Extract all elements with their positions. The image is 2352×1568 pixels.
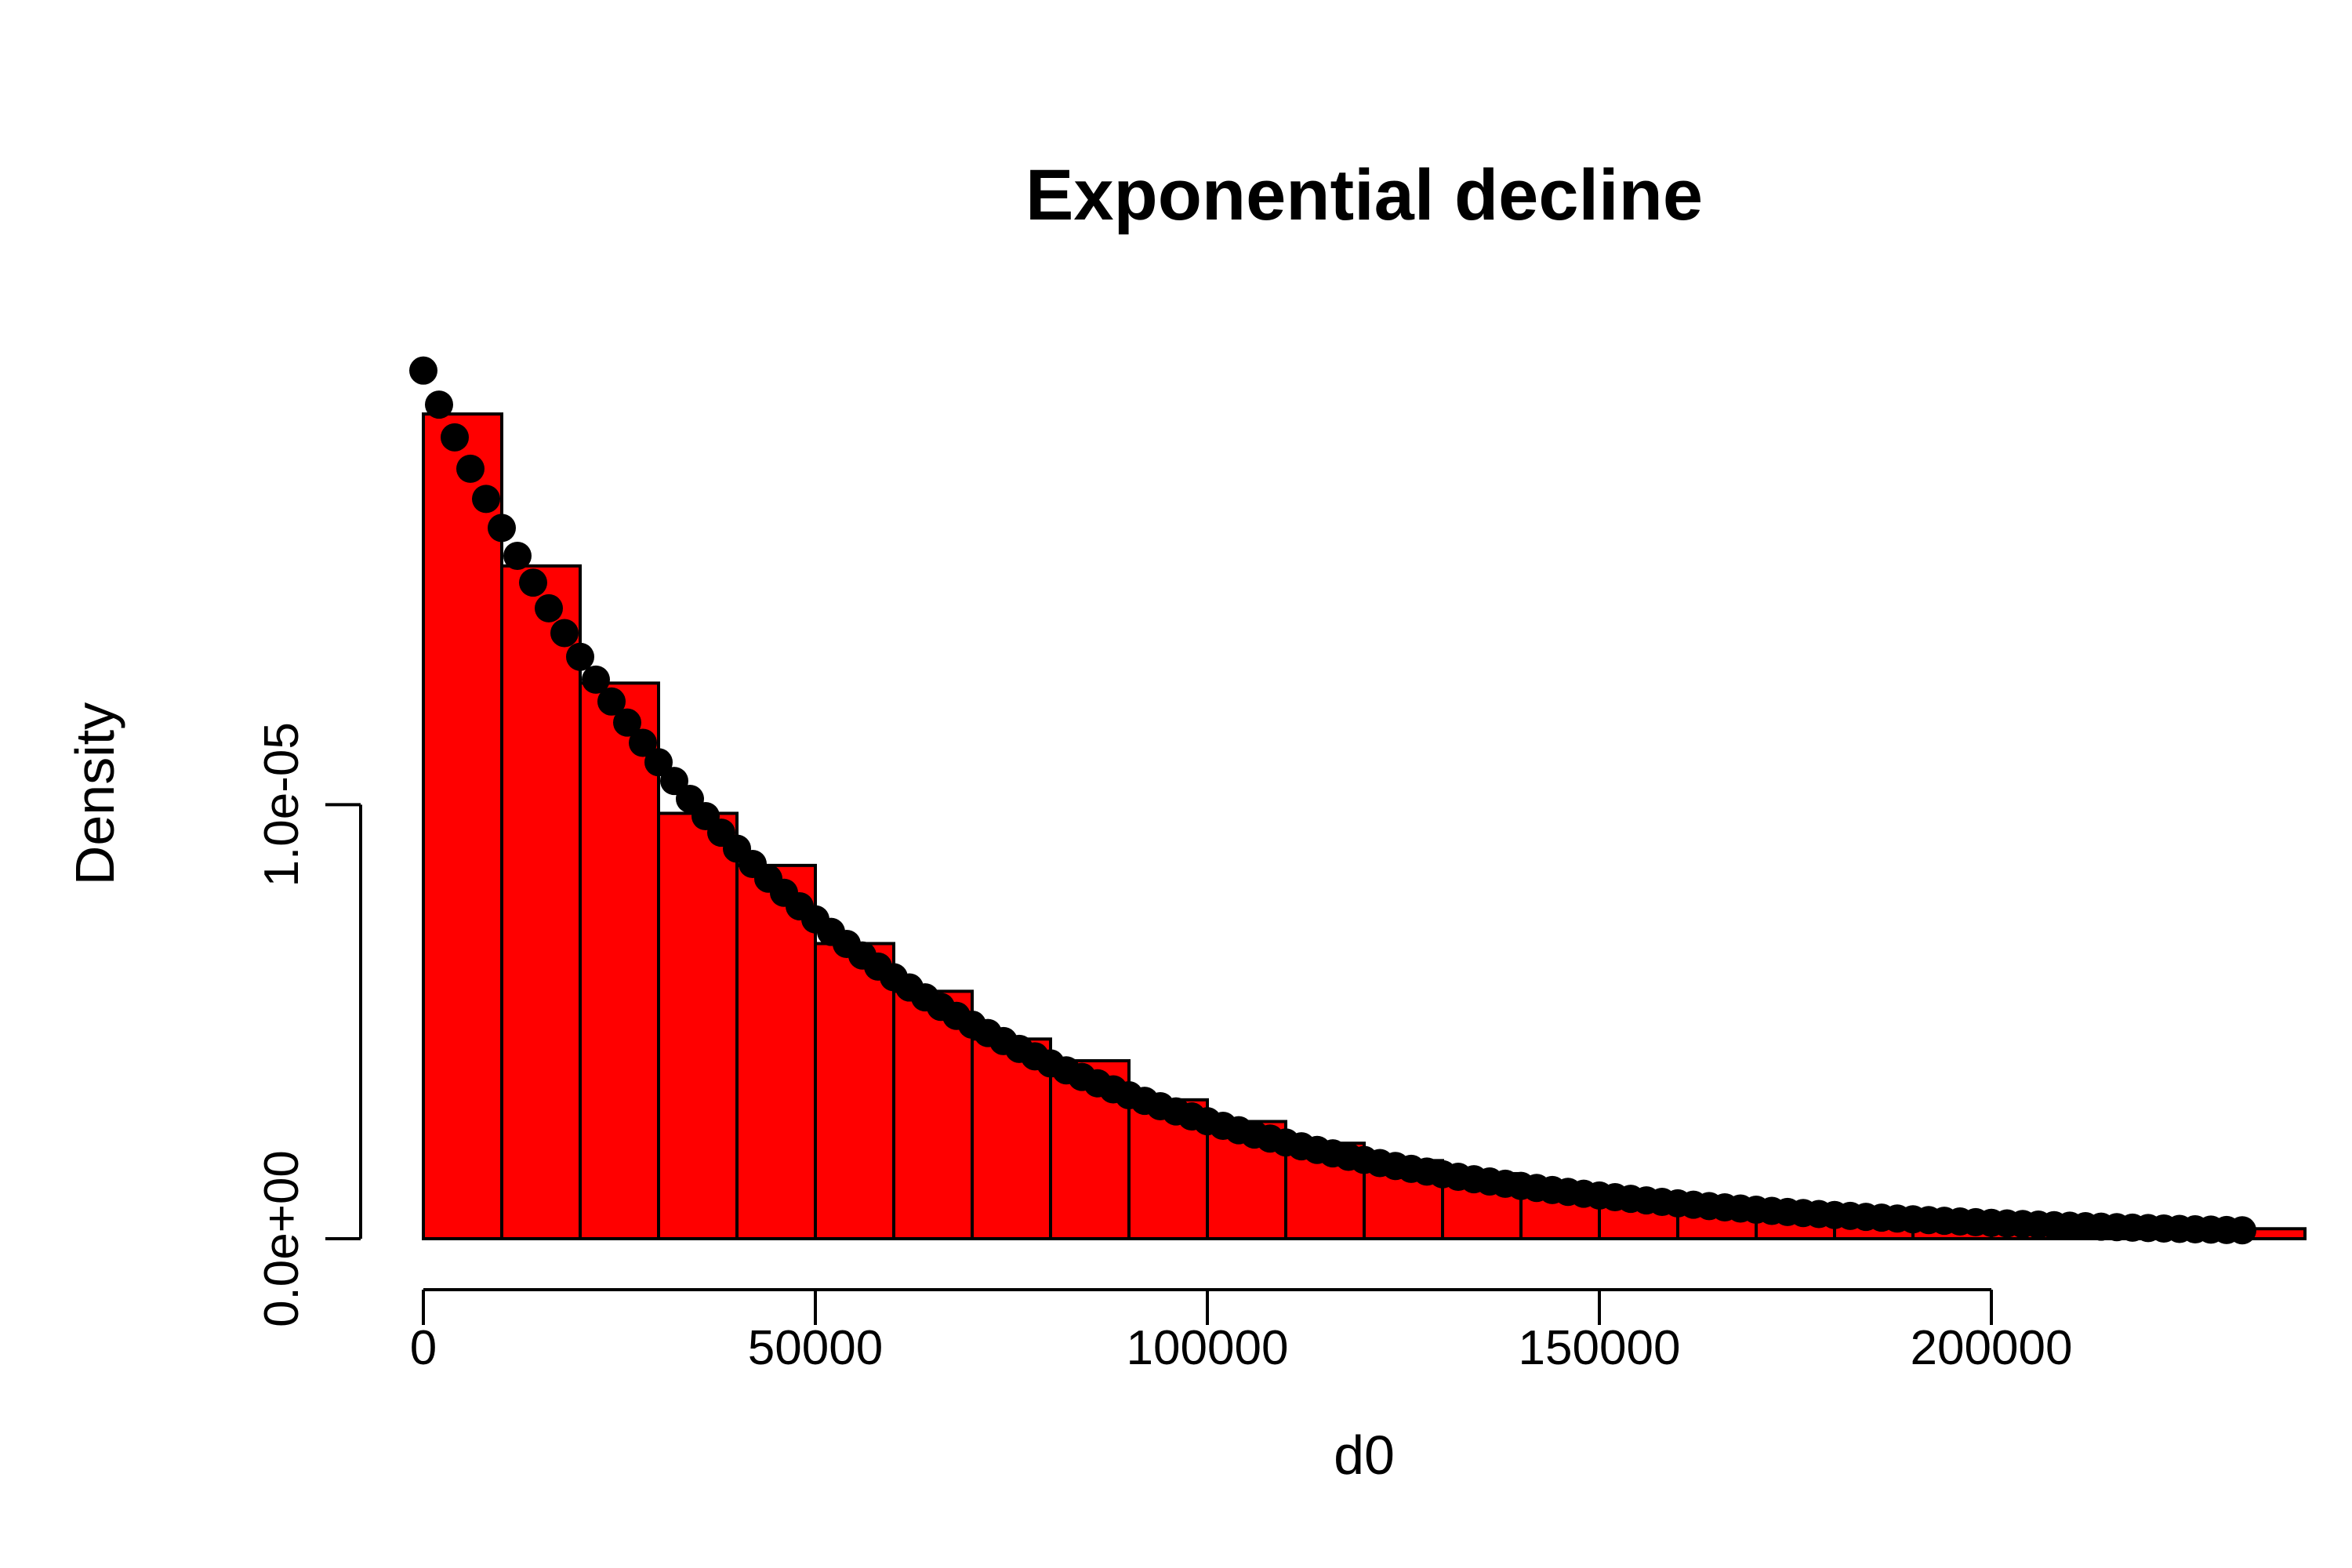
density-point	[441, 423, 469, 452]
histogram-bar	[659, 813, 737, 1239]
density-point	[566, 643, 594, 671]
density-point	[409, 357, 437, 385]
density-point	[535, 594, 563, 622]
density-point	[488, 514, 516, 542]
x-tick-label: 150000	[1519, 1321, 1681, 1375]
x-tick-label: 0	[410, 1321, 437, 1375]
density-point	[519, 568, 547, 597]
x-tick-label: 100000	[1127, 1321, 1289, 1375]
histogram-bar	[423, 414, 502, 1239]
density-point	[550, 619, 579, 647]
y-tick-label: 0.0e+00	[255, 1150, 309, 1327]
density-point	[503, 542, 532, 570]
density-point	[456, 455, 485, 483]
x-tick-label: 200000	[1911, 1321, 2073, 1375]
density-point	[2228, 1216, 2256, 1244]
density-histogram-chart: Exponential decline 0 50000 100000 150000 200…	[0, 0, 2352, 1568]
x-axis-label: d0	[1334, 1425, 1395, 1486]
y-axis-label: Density	[64, 702, 125, 885]
chart-title: Exponential decline	[1025, 155, 1703, 235]
density-point	[472, 485, 500, 513]
density-point	[425, 390, 453, 419]
y-tick-label: 1.0e-05	[255, 722, 309, 887]
histogram-bar	[502, 566, 580, 1239]
x-tick-label: 50000	[748, 1321, 883, 1375]
histogram-bar	[815, 944, 894, 1239]
